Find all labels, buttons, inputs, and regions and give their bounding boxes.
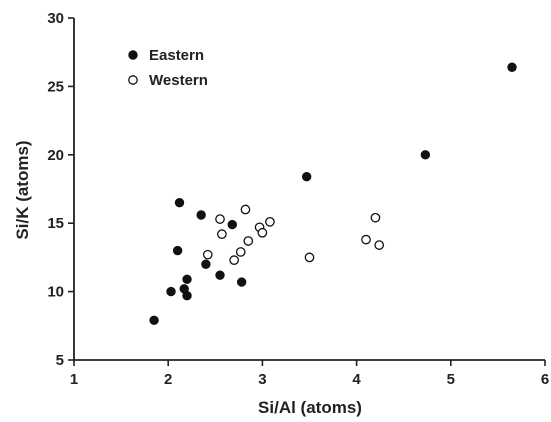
western-legend-marker: [128, 75, 138, 85]
y-tick-label: 25: [47, 78, 64, 95]
eastern-data-point: [149, 315, 159, 326]
x-tick-label: 6: [541, 371, 549, 388]
eastern-data-point: [215, 270, 225, 280]
western-data-point: [370, 212, 381, 223]
eastern-data-point: [201, 259, 211, 269]
x-axis-title: Si/Al (atoms): [258, 398, 362, 417]
western-data-point: [257, 227, 268, 238]
western-data-point: [217, 229, 227, 239]
eastern-data-point: [182, 291, 192, 301]
eastern-legend-label: Eastern: [149, 47, 204, 64]
western-data-point: [235, 247, 246, 257]
x-tick-label: 3: [258, 371, 266, 388]
western-data-point: [265, 216, 275, 227]
western-data-point: [215, 214, 225, 224]
y-tick-label: 10: [47, 284, 64, 301]
y-tick-label: 30: [47, 10, 64, 27]
y-tick-label: 15: [47, 215, 64, 232]
data-points: [149, 62, 517, 326]
eastern-data-point: [196, 210, 206, 220]
x-tick-label: 4: [352, 371, 361, 388]
eastern-data-point: [301, 171, 312, 182]
eastern-data-point: [174, 197, 185, 208]
western-data-point: [229, 255, 239, 265]
western-data-point: [304, 252, 315, 263]
legend: Eastern Western: [128, 47, 208, 89]
eastern-data-point: [507, 62, 517, 72]
eastern-data-point: [420, 150, 431, 160]
y-tick-label: 5: [56, 352, 64, 369]
western-data-point: [361, 234, 371, 245]
eastern-data-point: [166, 286, 176, 297]
eastern-data-point: [182, 274, 192, 284]
eastern-legend-marker: [128, 50, 138, 60]
x-tick-label: 1: [70, 371, 78, 388]
eastern-data-point: [236, 277, 247, 287]
y-tick-label: 20: [47, 147, 64, 164]
y-axis-title: Si/K (atoms): [13, 140, 32, 239]
x-tick-label: 2: [164, 371, 172, 388]
western-legend-label: Western: [149, 72, 208, 89]
western-data-point: [374, 240, 385, 250]
eastern-data-point: [227, 219, 237, 230]
western-data-point: [202, 249, 213, 260]
western-data-point: [240, 204, 251, 215]
western-data-point: [243, 236, 254, 246]
eastern-data-point: [172, 245, 183, 256]
ticks: 1 2 3 4 5 6 5 10 15 20 25 30: [47, 10, 549, 388]
axes: [73, 18, 545, 361]
x-tick-label: 5: [447, 371, 455, 388]
